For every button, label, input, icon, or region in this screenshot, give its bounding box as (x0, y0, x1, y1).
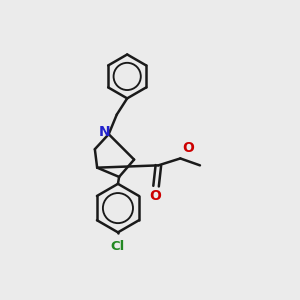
Text: O: O (149, 189, 161, 203)
Text: N: N (98, 125, 110, 139)
Text: O: O (182, 141, 194, 155)
Text: Cl: Cl (111, 240, 125, 253)
